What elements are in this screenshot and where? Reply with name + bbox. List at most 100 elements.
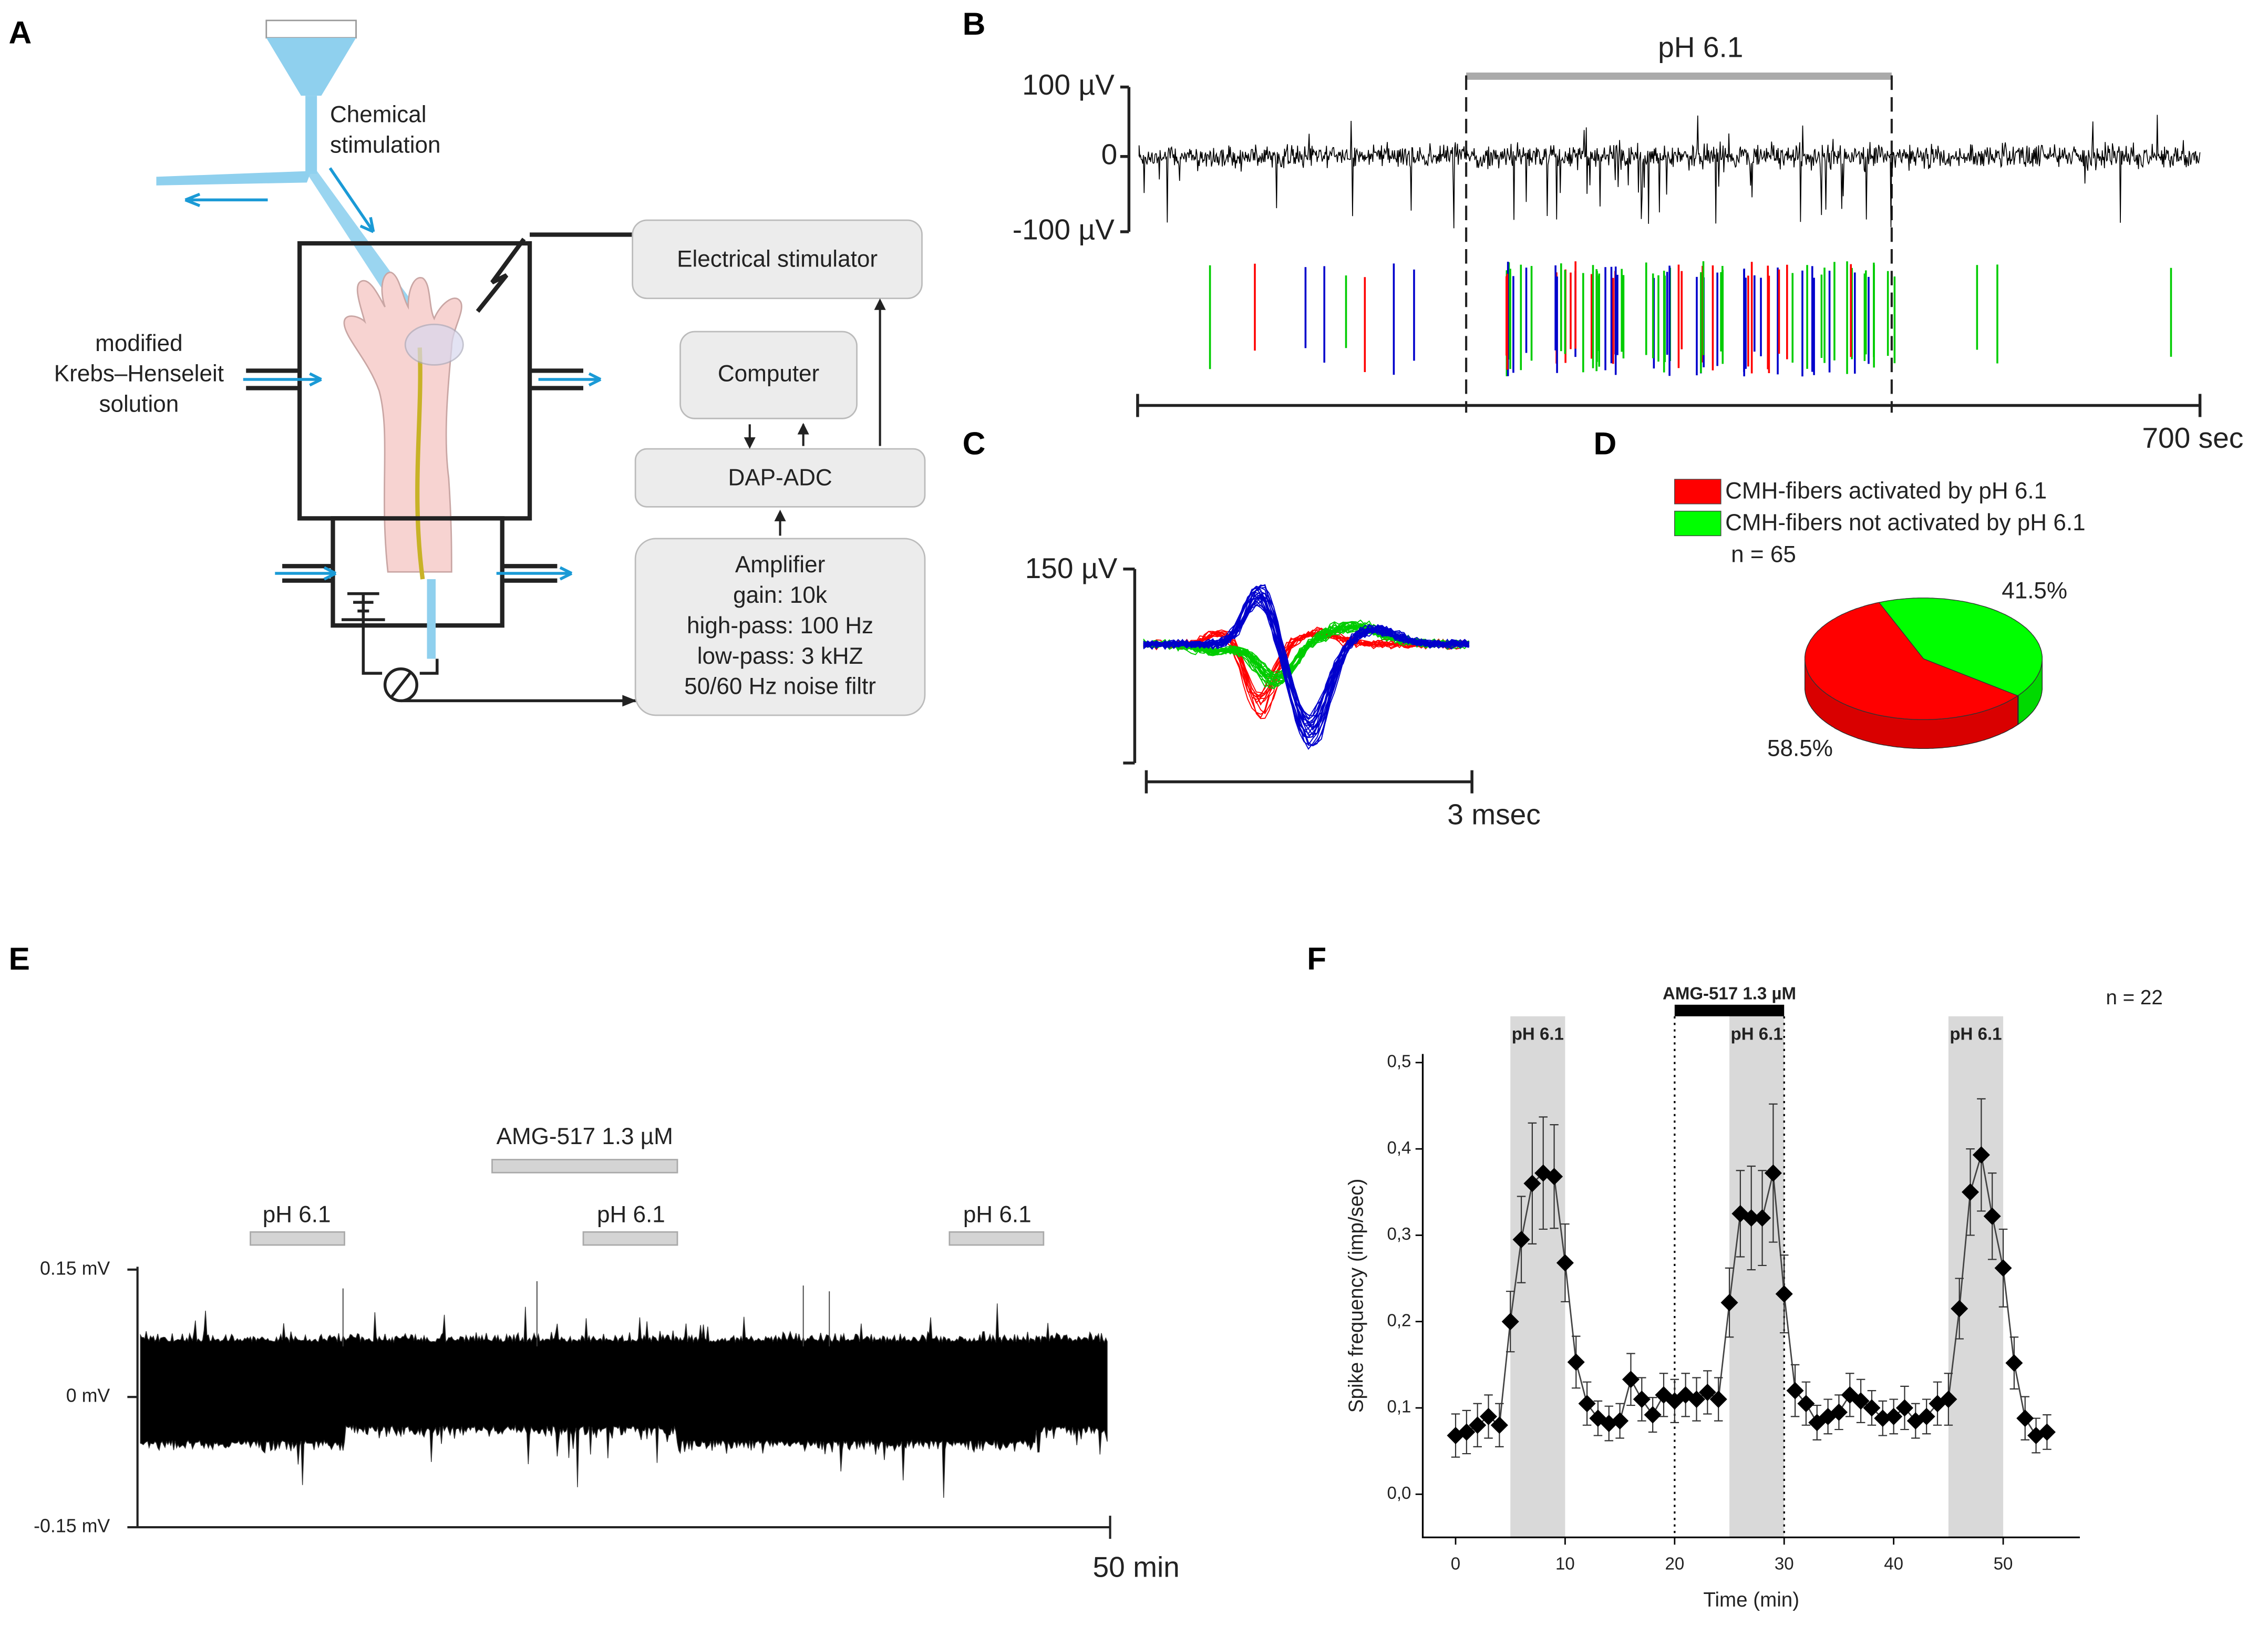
arrow [184,192,268,207]
panel-label: E [9,941,30,976]
time-scale-label: 700 sec [2142,421,2243,454]
stimulus-bar [949,1231,1045,1246]
drug-bar [491,1159,678,1174]
x-tick-label: 10 [1555,1554,1575,1573]
marker [1764,1164,1782,1182]
marker [1633,1391,1651,1408]
marker [1830,1403,1848,1421]
drug-bar [1674,1004,1785,1016]
box [634,538,926,716]
legend-label: CMH-fibers activated by pH 6.1 [1725,478,2047,503]
label-line: gain: 10k [733,582,828,608]
time-scale [1145,770,1473,794]
label-line: stimulation [330,132,441,158]
marker [1874,1409,1892,1427]
marker [1775,1285,1793,1303]
marker [1534,1164,1552,1182]
box-label: Computer [718,361,819,386]
marker [1490,1416,1508,1434]
y-tick-label: 0,4 [1387,1138,1411,1158]
trace [140,1303,1108,1498]
x-tick-label: 40 [1884,1554,1903,1573]
nerve [415,347,425,580]
marker [1687,1391,1706,1408]
panel-c: C 150 µV 3 msec [963,426,1541,831]
pie-slice [1804,602,2019,720]
marker [1720,1294,1738,1312]
dashed-line [1465,75,1893,413]
box-label: DAP-ADC [728,465,832,491]
y-tick-label: 0,1 [1387,1397,1411,1417]
marker [1458,1423,1476,1441]
amplitude-label: 150 µV [1025,552,1118,584]
stimulus-label: pH 6.1 [1512,1024,1564,1044]
y-label: 0 [1101,138,1118,170]
x-tick-label: 0 [1451,1554,1460,1573]
arrow [328,167,375,233]
label-line: modified [95,330,183,356]
legend-swatch [1674,479,1721,505]
y-label: 0.15 mV [40,1258,110,1279]
marker [1501,1313,1519,1331]
box [632,219,923,300]
marker [1972,1146,1990,1164]
y-label: 100 µV [1022,68,1115,101]
marker [1863,1399,1881,1417]
marker [1698,1383,1716,1401]
marker [1852,1392,1870,1410]
stimulus-bar [1466,73,1892,80]
label: Chemical stimulation [330,101,441,158]
arrow [243,372,602,387]
label-line: Chemical [330,101,427,127]
marker [1885,1407,1903,1425]
marker [1918,1407,1935,1425]
legend-label: CMH-fibers not activated by pH 6.1 [1725,510,2085,536]
marker [1962,1183,1980,1201]
reservoir [266,37,356,96]
ports [282,564,558,583]
marker [1578,1395,1596,1413]
tube [305,96,317,174]
marker [1754,1209,1771,1227]
stimulus-label: pH 6.1 [263,1202,331,1228]
panel-d: D n = 65 CMH-fibers activated by pH 6.1 C… [1593,426,2085,762]
box-label: Amplifier gain: 10k high-pass: 100 Hz low-p… [684,552,876,699]
stimulus-label: pH 6.1 [1731,1024,1783,1044]
marker [1786,1382,1804,1400]
y-axis [1120,85,1131,233]
marker [1567,1353,1585,1371]
box [679,331,858,419]
y-tick-label: 0,5 [1387,1052,1411,1072]
marker [1512,1231,1530,1249]
marker [1545,1168,1563,1186]
time-scale-label: 3 msec [1447,798,1541,830]
value-label: 41.5% [2002,578,2067,603]
y-tick-label: 0,3 [1387,1225,1411,1244]
panel-label: B [963,6,986,42]
label-line: 50/60 Hz noise filtr [684,673,876,699]
marker [2016,1409,2034,1427]
reservoir-top [265,19,357,39]
panel-label: F [1307,941,1326,976]
marker [1709,1391,1727,1408]
marker [1556,1254,1574,1272]
stimulus-band [1510,1016,1565,1538]
drug-label: AMG-517 1.3 µM [497,1124,673,1149]
time-scale-label: 50 min [1093,1551,1180,1583]
waveform [1143,600,1470,716]
trace [1138,115,2201,229]
x-tick-label: 30 [1775,1554,1794,1573]
axes [1421,1054,2080,1539]
meter [389,671,413,699]
receptive-field [404,323,464,366]
y-label: 0 mV [66,1385,110,1406]
stimulus-band [1948,1016,2004,1538]
marker [1480,1407,1498,1425]
stimulus-bar [250,1231,345,1246]
annotation: n = 65 [1731,542,1796,568]
marker [2005,1354,2023,1372]
y-label: -0.15 mV [34,1516,110,1537]
ports [246,368,583,390]
x-tick-label: 20 [1665,1554,1684,1573]
